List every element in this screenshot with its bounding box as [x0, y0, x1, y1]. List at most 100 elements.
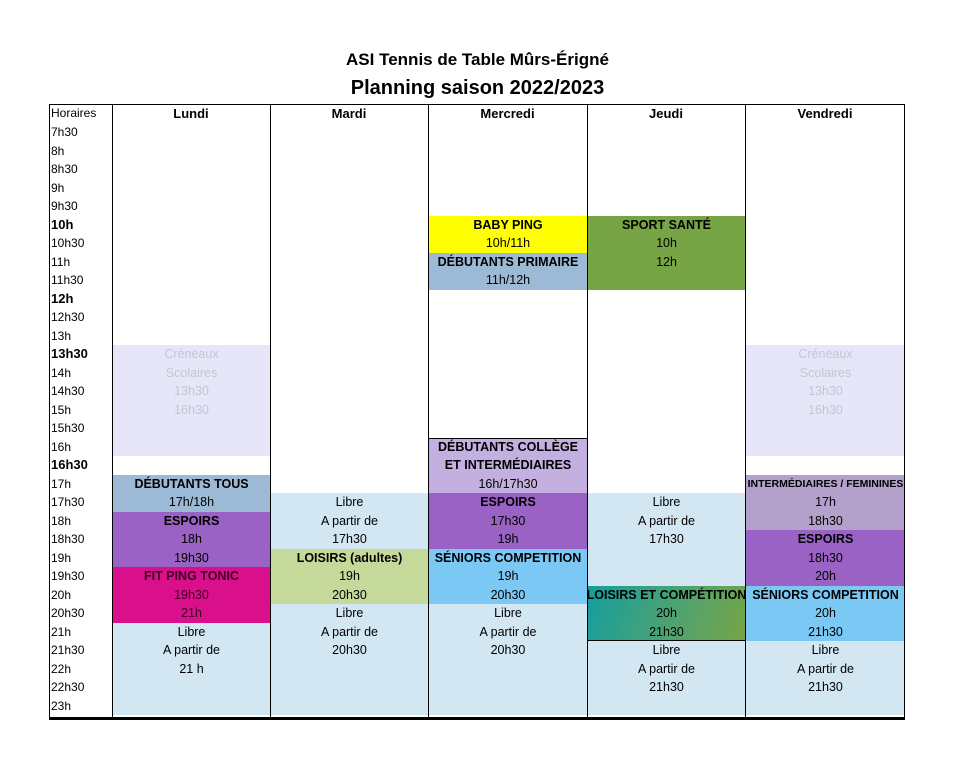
activity-detail: 18h30: [808, 550, 843, 565]
activity-title: SÉNIORS COMPETITION: [752, 587, 899, 602]
time-label: 19h: [51, 550, 72, 565]
time-label: 13h30: [51, 346, 88, 361]
activity-detail: ET INTERMÉDIAIRES: [444, 458, 572, 472]
time-label: 17h30: [51, 495, 85, 509]
season-title: Planning saison 2022/2023: [350, 77, 605, 99]
activity-detail: 11h/12h: [485, 273, 531, 287]
time-label: 9h30: [51, 199, 78, 213]
activity-detail: 18h: [181, 532, 202, 546]
time-label: 14h30: [51, 384, 85, 398]
time-label: 18h30: [51, 532, 85, 546]
time-label: 10h30: [51, 236, 85, 250]
activity-detail: Scolaires: [799, 365, 852, 380]
column-divider: [587, 104, 588, 720]
activity-detail: 17h30: [490, 513, 526, 528]
time-label: 8h30: [51, 162, 78, 176]
column-divider: [745, 104, 746, 720]
time-label: 11h: [51, 254, 71, 269]
activity-detail: 19h: [497, 569, 519, 583]
column-header-mercredi: Mercredi: [480, 106, 535, 121]
activity-title: BABY PING: [473, 217, 543, 232]
activity-block: ESPOIRS 18h 19h30: [113, 511, 270, 567]
activity-detail: A partir de: [321, 513, 378, 528]
activity-detail: 12h: [656, 254, 677, 269]
activity-detail: A partir de: [321, 624, 378, 639]
activity-detail: 19h: [339, 569, 360, 583]
time-label: 20h30: [51, 606, 85, 620]
activity-block: ESPOIRS 18h30 20h: [746, 530, 905, 586]
activity-detail: 20h: [656, 606, 677, 620]
column-header-lundi: Lundi: [173, 106, 209, 121]
activity-detail: A partir de: [638, 513, 695, 528]
activity-block: Libre A partir de 20h30: [271, 604, 428, 715]
activity-title: LOISIRS ET COMPÉTITION: [588, 587, 745, 602]
activity-block: Libre A partir de 21h30: [588, 641, 745, 715]
activity-block: SPORT SANTÉ 10h 12h: [588, 215, 745, 290]
activity-title: LOISIRS (adultes): [296, 550, 403, 565]
column-divider: [112, 104, 113, 720]
schedule-grid: Horaires Lundi Mardi Mercredi Jeudi Vendredi 7…: [49, 104, 905, 720]
activity-detail: 16h30: [808, 402, 843, 417]
activity-title: Libre: [652, 643, 681, 657]
activity-block: Créneaux Scolaires 13h30 16h30: [746, 345, 905, 456]
activity-block: LOISIRS ET COMPÉTITION 20h 21h30: [588, 585, 745, 641]
activity-detail: 16h/17h30: [478, 476, 538, 491]
activity-block: Libre A partir de 21h30: [746, 641, 905, 715]
activity-detail: 20h30: [332, 643, 367, 657]
activity-detail: 13h30: [808, 384, 843, 398]
column-divider: [428, 104, 429, 720]
time-label: 12h: [51, 290, 74, 306]
activity-title: DÉBUTANTS PRIMAIRE: [437, 254, 579, 269]
column-header-mardi: Mardi: [331, 106, 367, 121]
activity-detail: 19h: [497, 532, 519, 546]
activity-title: Créneaux: [798, 347, 853, 361]
time-label: 21h30: [51, 643, 85, 657]
activity-detail: 21h30: [808, 624, 843, 639]
activity-title: Libre: [177, 624, 206, 639]
activity-block: DÉBUTANTS TOUS 17h/18h: [113, 474, 270, 512]
activity-detail: A partir de: [163, 643, 220, 657]
activity-block: Libre A partir de 20h30: [429, 604, 587, 715]
activity-detail: 17h: [815, 495, 836, 509]
time-label: 7h30: [51, 125, 78, 139]
activity-block: DÉBUTANTS PRIMAIRE 11h/12h: [429, 252, 587, 290]
block-separator: [587, 640, 745, 642]
activity-title: Libre: [652, 495, 681, 509]
activity-detail: 20h30: [490, 643, 526, 657]
activity-detail: 21h30: [649, 624, 684, 639]
activity-block: Créneaux Scolaires 13h30 16h30: [113, 345, 270, 456]
time-label: 21h: [51, 624, 72, 639]
time-label: 10h: [51, 216, 74, 232]
column-header-vendredi: Vendredi: [797, 106, 853, 121]
activity-title: ESPOIRS: [480, 495, 536, 509]
activity-detail: 21h30: [649, 680, 684, 694]
activity-detail: 10h: [656, 236, 677, 250]
activity-title: Libre: [335, 495, 364, 509]
activity-block: DÉBUTANTS COLLÈGE ET INTERMÉDIAIRES 16h/17…: [429, 437, 587, 493]
time-label: 16h30: [51, 457, 88, 472]
activity-detail: 21h30: [808, 680, 843, 694]
activity-block: BABY PING 10h/11h: [429, 215, 587, 253]
activity-title: ESPOIRS: [163, 513, 220, 528]
time-label: 11h30: [51, 273, 84, 287]
time-label: 18h: [51, 513, 72, 528]
activity-title: Libre: [811, 643, 840, 657]
activity-title: Libre: [494, 606, 522, 620]
activity-title: Libre: [335, 606, 364, 620]
activity-block: INTERMÉDIAIRES / FEMININES 17h 18h30: [746, 474, 905, 530]
activity-detail: 20h30: [490, 587, 526, 602]
activity-detail: Scolaires: [165, 365, 218, 380]
activity-detail: A partir de: [797, 661, 854, 676]
activity-detail: 10h/11h: [485, 236, 531, 250]
block-separator: [428, 437, 587, 439]
activity-title: ESPOIRS: [797, 532, 854, 546]
time-label: 19h30: [51, 569, 85, 583]
time-label: 13h: [51, 328, 72, 343]
time-label: 14h: [51, 365, 72, 380]
time-label: 12h30: [51, 310, 85, 324]
activity-detail: A partir de: [479, 624, 537, 639]
activity-title: DÉBUTANTS TOUS: [134, 476, 249, 491]
time-label: 17h: [51, 476, 72, 491]
activity-detail: 19h30: [174, 587, 209, 602]
activity-detail: 18h30: [808, 513, 843, 528]
